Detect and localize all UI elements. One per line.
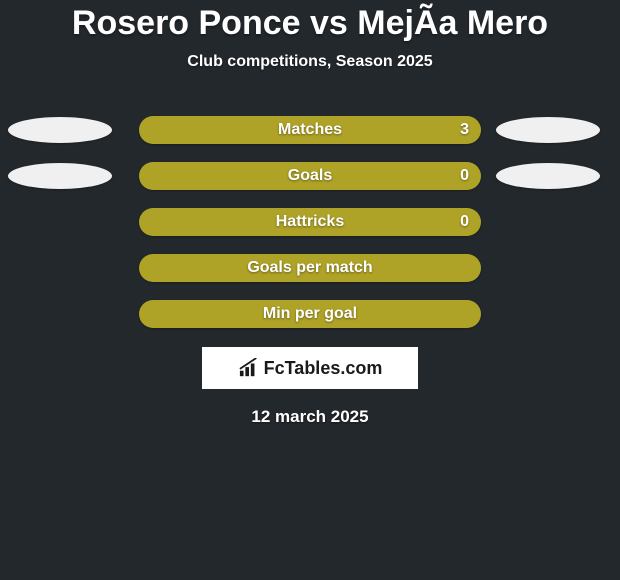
stat-label: Min per goal <box>263 305 357 323</box>
stat-bar: Hattricks 0 <box>139 208 481 236</box>
right-ellipse <box>496 163 600 189</box>
date-text: 12 march 2025 <box>251 407 368 427</box>
stat-value-right: 0 <box>460 213 469 231</box>
stats-row: Matches 3 <box>0 107 620 153</box>
stat-bar: Goals per match <box>139 254 481 282</box>
left-ellipse <box>8 117 112 143</box>
stat-label: Goals per match <box>247 259 372 277</box>
stats-row: Hattricks 0 <box>0 199 620 245</box>
bar-chart-icon <box>238 358 260 378</box>
stat-value-right: 0 <box>460 167 469 185</box>
stat-label: Matches <box>278 121 342 139</box>
stat-label: Goals <box>288 167 332 185</box>
stats-row: Min per goal <box>0 291 620 337</box>
stats-row: Goals per match <box>0 245 620 291</box>
logo-box: FcTables.com <box>202 347 418 389</box>
stats-rows: Matches 3 Goals 0 Hattricks 0 Goals per match M… <box>0 107 620 337</box>
right-ellipse <box>496 117 600 143</box>
page-root: Rosero Ponce vs MejÃ­a Mero Club competi… <box>0 0 620 580</box>
stat-bar: Goals 0 <box>139 162 481 190</box>
left-ellipse <box>8 163 112 189</box>
stat-bar: Min per goal <box>139 300 481 328</box>
stat-value-right: 3 <box>460 121 469 139</box>
page-subtitle: Club competitions, Season 2025 <box>187 53 432 71</box>
stats-row: Goals 0 <box>0 153 620 199</box>
stat-label: Hattricks <box>276 213 344 231</box>
logo-text: FcTables.com <box>264 358 383 379</box>
page-title: Rosero Ponce vs MejÃ­a Mero <box>72 4 548 43</box>
stat-bar: Matches 3 <box>139 116 481 144</box>
